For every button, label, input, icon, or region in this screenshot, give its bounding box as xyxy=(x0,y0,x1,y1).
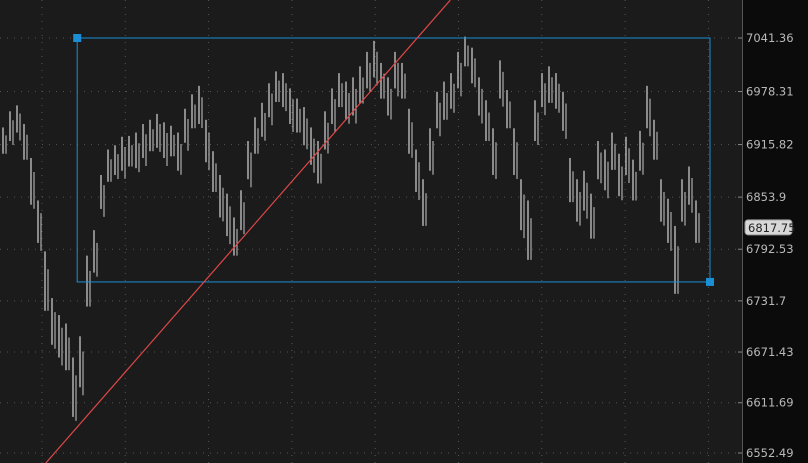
trendline-drawing[interactable] xyxy=(45,0,451,463)
rectangle-drawing[interactable] xyxy=(76,37,711,283)
y-tick-label: 6671.43 xyxy=(746,345,794,359)
last-price-badge: 6817.75 xyxy=(744,219,796,236)
rectangle-handle[interactable] xyxy=(706,277,714,286)
y-tick-label: 7041.36 xyxy=(746,31,794,45)
rectangle-handle[interactable] xyxy=(73,34,82,42)
y-tick-label: 6792.53 xyxy=(746,242,794,256)
y-tick-label: 6978.31 xyxy=(746,85,794,99)
y-axis-ticks: 7041.36 6978.31 6915.82 6853.9 6792.53 6731.7… xyxy=(738,31,794,460)
y-tick-label: 6915.82 xyxy=(746,138,794,152)
y-tick-label: 6552.49 xyxy=(746,446,794,460)
y-tick-label: 6611.69 xyxy=(746,396,794,410)
y-tick-label: 6853.9 xyxy=(746,190,786,204)
last-price-label: 6817.75 xyxy=(748,221,796,235)
y-tick-label: 6731.7 xyxy=(746,294,786,308)
drawings[interactable] xyxy=(45,0,714,463)
grid xyxy=(0,0,742,463)
price-bars xyxy=(2,36,700,421)
